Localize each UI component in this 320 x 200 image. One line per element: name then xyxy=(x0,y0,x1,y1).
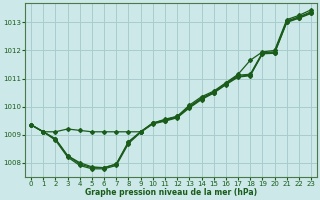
X-axis label: Graphe pression niveau de la mer (hPa): Graphe pression niveau de la mer (hPa) xyxy=(85,188,257,197)
